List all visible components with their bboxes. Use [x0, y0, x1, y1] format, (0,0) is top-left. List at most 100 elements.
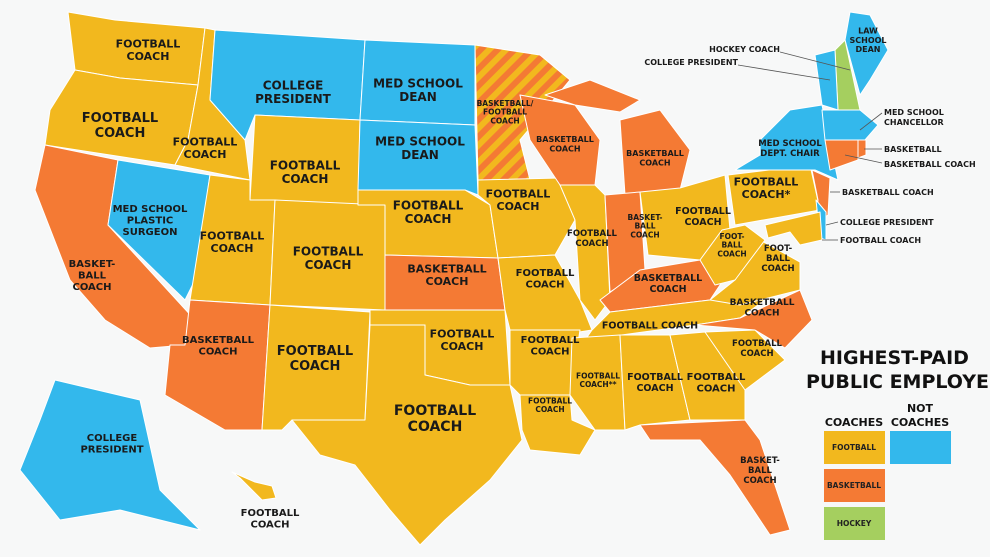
state-label-hi: COACH	[250, 519, 289, 530]
state-nc	[694, 289, 813, 349]
state-label-sd: MED SCHOOL	[375, 134, 465, 148]
state-label-al: FOOTBALL	[627, 372, 683, 383]
state-ma	[821, 109, 879, 141]
state-label-me: DEAN	[856, 45, 881, 54]
legend-not-coaches-heading-2: COACHES	[891, 416, 949, 429]
state-label-wy: COACH	[282, 172, 329, 186]
state-wv	[699, 224, 766, 286]
state-label-wi: COACH	[549, 144, 580, 153]
callout-line-nh	[779, 51, 851, 71]
state-label-mn: COACH	[490, 116, 519, 125]
callout-line-ct	[844, 154, 883, 164]
state-label-va: BALL	[766, 254, 790, 264]
state-label-me: SCHOOL	[849, 36, 886, 45]
state-label-nv: MED SCHOOL	[113, 204, 188, 215]
labels-layer: FOOTBALLCOACHFOOTBALLCOACHBASKET-BALLCOA…	[69, 27, 976, 531]
state-mi	[619, 109, 691, 196]
state-label-ky: BASKETBALL	[634, 273, 702, 284]
state-ak	[19, 379, 201, 531]
callout-line-ma	[859, 112, 883, 131]
state-label-nd: DEAN	[399, 90, 437, 104]
legend-label-football: FOOTBALL	[832, 443, 876, 452]
callout-label-ri: BASKETBALL	[884, 145, 942, 154]
state-label-ca: COACH	[72, 282, 111, 293]
state-label-ga: FOOTBALL	[687, 372, 746, 383]
state-label-wv: BALL	[721, 241, 742, 250]
state-ct	[824, 139, 859, 171]
state-label-nd: MED SCHOOL	[373, 76, 463, 90]
legend-title-line1: HIGHEST-PAID	[820, 347, 969, 369]
state-me	[844, 11, 889, 96]
legend-coaches-heading: COACHES	[825, 416, 883, 429]
state-label-va: FOOT-	[764, 244, 793, 254]
state-label-nm: FOOTBALL	[277, 344, 353, 359]
state-label-pa: FOOTBALL	[734, 176, 799, 189]
state-label-fl: BASKET-	[740, 456, 780, 466]
state-label-ks: COACH	[426, 275, 469, 288]
state-label-ar: FOOTBALL	[521, 335, 580, 346]
state-fl	[639, 419, 791, 536]
state-label-in: COACH	[630, 230, 659, 239]
state-label-ca: BALL	[78, 271, 107, 282]
state-ms	[569, 334, 626, 431]
state-label-hi: FOOTBALL	[241, 508, 300, 519]
state-label-wi: BASKETBALL	[536, 135, 594, 144]
state-label-ia: COACH	[497, 200, 540, 213]
legend-label-basketball: BASKETBALL	[827, 481, 881, 490]
state-label-ar: COACH	[530, 346, 569, 357]
callout-label-vt: COLLEGE PRESIDENT	[644, 58, 738, 67]
state-label-nc: BASKETBALL	[730, 298, 795, 308]
state-label-il: FOOTBALL	[567, 229, 618, 239]
state-label-il: COACH	[575, 239, 608, 249]
state-label-co: COACH	[305, 258, 352, 272]
state-hi	[231, 471, 277, 501]
state-label-wv: FOOT-	[719, 232, 744, 241]
state-il	[559, 184, 611, 321]
state-label-mo: COACH	[525, 279, 564, 290]
state-label-nc: COACH	[744, 308, 779, 318]
state-label-wa: COACH	[127, 50, 170, 63]
state-label-tn: FOOTBALL COACH	[602, 320, 698, 331]
state-label-sc: COACH	[740, 349, 773, 359]
legend-swatch-football	[824, 431, 885, 464]
legend-swatch-not-coach	[890, 431, 951, 464]
state-label-co: FOOTBALL	[293, 244, 364, 258]
state-label-tx: COACH	[408, 419, 463, 435]
state-label-va: COACH	[761, 264, 794, 274]
state-label-in: BASKET-	[628, 213, 663, 222]
state-label-ms: FOOTBALL	[576, 371, 620, 380]
state-label-mn: BASKETBALL/	[477, 99, 534, 108]
state-mi-upper-peninsula	[544, 79, 641, 113]
state-label-la: COACH	[535, 405, 564, 414]
callout-label-ct: BASKETBALL COACH	[884, 160, 976, 169]
state-label-ak: COLLEGE	[87, 433, 138, 444]
state-al	[619, 334, 691, 431]
legend-label-hockey: HOCKEY	[837, 519, 872, 528]
state-label-nv: SURGEON	[123, 227, 178, 238]
state-label-id: FOOTBALL	[173, 136, 238, 149]
state-label-az: BASKETBALL	[182, 335, 255, 346]
state-label-ia: FOOTBALL	[486, 188, 551, 201]
state-label-sc: FOOTBALL	[732, 339, 783, 349]
state-label-ne: FOOTBALL	[393, 198, 464, 212]
callout-label-md: FOOTBALL COACH	[840, 236, 921, 245]
state-label-ne: COACH	[405, 212, 452, 226]
state-label-fl: COACH	[743, 476, 776, 486]
state-sc	[704, 329, 786, 391]
state-label-mi: COACH	[639, 158, 670, 167]
state-label-ny: MED SCHOOL	[758, 139, 822, 149]
state-label-ky: COACH	[649, 284, 686, 295]
state-la	[519, 394, 596, 456]
state-label-id: COACH	[184, 148, 227, 161]
state-label-pa: COACH*	[742, 188, 791, 201]
state-label-ny: DEPT. CHAIR	[760, 149, 820, 159]
state-label-ok: COACH	[441, 340, 484, 353]
callout-label-nj: BASKETBALL COACH	[842, 188, 934, 197]
callout-label-nh: HOCKEY COACH	[709, 45, 780, 54]
state-label-ut: FOOTBALL	[200, 230, 265, 243]
state-label-oh: COACH	[684, 217, 721, 228]
legend-title-line2: PUBLIC EMPLOYEES	[806, 371, 990, 393]
state-label-al: COACH	[636, 383, 673, 394]
state-label-fl: BALL	[748, 466, 772, 476]
